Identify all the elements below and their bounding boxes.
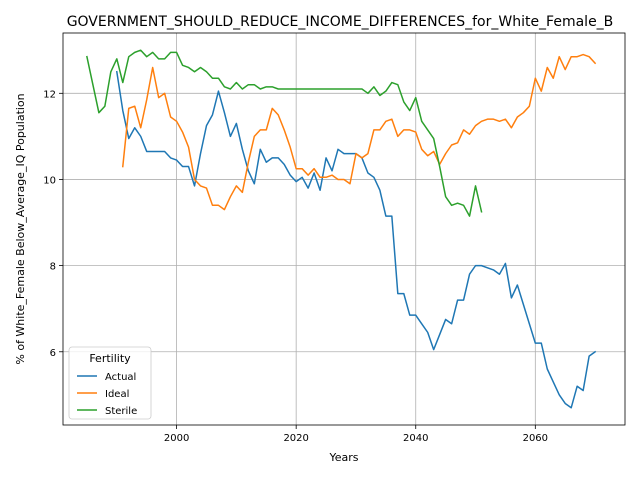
y-axis-label: % of White_Female Below_Average_IQ Popul…	[14, 93, 27, 364]
y-tick-label: 6	[50, 348, 56, 359]
x-axis-ticks: 2000 2020 2040 2060	[164, 425, 548, 444]
plot-frame	[62, 32, 626, 426]
series-line-sterile	[86, 49, 483, 217]
legend-title: Fertility	[89, 352, 131, 365]
x-tick-label: 2020	[283, 433, 308, 444]
legend-items: Actual Ideal Sterile	[77, 372, 137, 417]
y-axis-ticks: 6 8 10 12	[43, 89, 63, 359]
x-tick-label: 2000	[164, 433, 189, 444]
y-tick-label: 10	[43, 175, 56, 186]
legend-label-ideal: Ideal	[105, 389, 129, 400]
y-tick-label: 8	[50, 262, 56, 273]
y-tick-label: 12	[43, 89, 56, 100]
x-axis-label: Years	[328, 451, 358, 464]
series-lines	[86, 49, 597, 409]
x-tick-label: 2040	[403, 433, 428, 444]
legend-label-sterile: Sterile	[105, 406, 137, 417]
legend-box	[68, 346, 152, 420]
legend-label-actual: Actual	[105, 372, 136, 383]
legend: Fertility Actual Ideal Sterile	[68, 346, 152, 420]
series-line-ideal	[121, 53, 597, 211]
chart-title: GOVERNMENT_SHOULD_REDUCE_INCOME_DIFFEREN…	[67, 14, 614, 30]
x-tick-label: 2060	[523, 433, 548, 444]
